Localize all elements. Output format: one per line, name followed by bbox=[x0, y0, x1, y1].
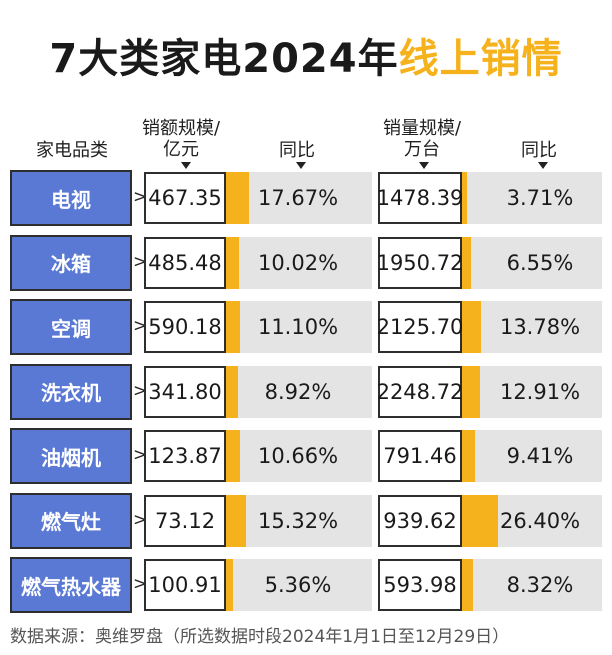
header-sales-amount: 销额规模/ 亿元 bbox=[135, 118, 227, 160]
volume-yoy-value: 13.78% bbox=[499, 315, 581, 339]
chevron-right-icon: > bbox=[133, 445, 148, 465]
sales-amount-cell: 341.80 bbox=[144, 365, 226, 418]
header-arrow-icon bbox=[296, 162, 306, 169]
amount-yoy-bar bbox=[226, 301, 240, 353]
volume-yoy-bar bbox=[462, 430, 475, 482]
amount-yoy-value: 15.32% bbox=[257, 508, 339, 533]
sales-amount-cell: 73.12 bbox=[144, 494, 226, 547]
sales-volume-cell: 939.62 bbox=[378, 494, 462, 547]
volume-yoy-value: 8.32% bbox=[506, 573, 574, 597]
amount-yoy-value: 8.92% bbox=[264, 379, 332, 404]
header-sales-volume-label: 销量规模/ bbox=[382, 118, 462, 139]
header-sales-volume-unit: 万台 bbox=[404, 139, 440, 160]
volume-yoy-bar bbox=[462, 559, 473, 611]
volume-yoy-value: 9.41% bbox=[506, 444, 574, 468]
table-row: 燃气热水器 > 100.91 5.36% 593.98 8.32% bbox=[0, 557, 612, 613]
header-sales-amount-label: 销额规模/ bbox=[141, 118, 221, 139]
amount-yoy-value: 10.02% bbox=[257, 250, 339, 275]
volume-yoy-bar bbox=[462, 236, 471, 289]
volume-yoy-value: 12.91% bbox=[499, 379, 581, 404]
table-row: 电视 > 467.35 17.67% 1478.39 3.71% bbox=[0, 170, 612, 226]
amount-yoy-track bbox=[226, 365, 372, 418]
amount-yoy-track bbox=[226, 301, 372, 353]
chevron-right-icon: > bbox=[133, 574, 148, 594]
category-label: 电视 bbox=[10, 170, 132, 226]
volume-yoy-track bbox=[462, 172, 602, 224]
source-note: 数据来源：奥维罗盘（所选数据时段2024年1月1日至12月29日） bbox=[10, 627, 510, 647]
volume-yoy-track bbox=[462, 430, 602, 482]
sales-amount-cell: 467.35 bbox=[144, 172, 226, 224]
chevron-right-icon: > bbox=[133, 509, 148, 530]
table-row: 油烟机 > 123.87 10.66% 791.46 9.41% bbox=[0, 428, 612, 484]
chart-title: 7大类家电2024年线上销情 bbox=[0, 26, 612, 84]
amount-yoy-value: 10.66% bbox=[257, 444, 339, 468]
category-label: 空调 bbox=[10, 299, 132, 355]
amount-yoy-bar bbox=[226, 559, 233, 611]
sales-volume-cell: 2125.70 bbox=[377, 301, 463, 353]
amount-yoy-track bbox=[226, 236, 372, 289]
category-label: 燃气灶 bbox=[10, 492, 132, 549]
amount-yoy-value: 5.36% bbox=[264, 573, 332, 597]
volume-yoy-track bbox=[462, 301, 602, 353]
sales-volume-cell: 593.98 bbox=[378, 559, 462, 611]
sales-amount-cell: 100.91 bbox=[144, 559, 226, 611]
volume-yoy-value: 3.71% bbox=[506, 186, 574, 210]
header-arrow-icon bbox=[419, 162, 429, 169]
sales-volume-cell: 1478.39 bbox=[377, 172, 463, 224]
volume-yoy-bar bbox=[462, 172, 467, 224]
volume-yoy-track bbox=[462, 559, 602, 611]
sales-amount-cell: 590.18 bbox=[144, 301, 226, 353]
volume-yoy-bar bbox=[462, 494, 498, 547]
sales-volume-cell: 1950.72 bbox=[377, 236, 463, 289]
header-category: 家电品类 bbox=[36, 140, 108, 161]
volume-yoy-value: 6.55% bbox=[506, 250, 574, 275]
title-main: 7大类家电2024年 bbox=[49, 36, 399, 82]
amount-yoy-track bbox=[226, 559, 372, 611]
volume-yoy-bar bbox=[462, 365, 480, 418]
amount-yoy-bar bbox=[226, 494, 246, 547]
amount-yoy-track bbox=[226, 430, 372, 482]
amount-yoy-bar bbox=[226, 365, 238, 418]
sales-amount-cell: 123.87 bbox=[144, 430, 226, 482]
chevron-right-icon: > bbox=[133, 251, 148, 272]
sales-volume-cell: 791.46 bbox=[378, 430, 462, 482]
header-sales-volume: 销量规模/ 万台 bbox=[376, 118, 468, 160]
header-sales-amount-unit: 亿元 bbox=[163, 139, 199, 160]
amount-yoy-track bbox=[226, 172, 372, 224]
volume-yoy-track bbox=[462, 365, 602, 418]
header-amount-yoy: 同比 bbox=[279, 140, 315, 161]
volume-yoy-track bbox=[462, 236, 602, 289]
category-label: 燃气热水器 bbox=[10, 557, 132, 613]
title-accent: 线上销情 bbox=[398, 36, 563, 82]
volume-yoy-value: 26.40% bbox=[499, 508, 581, 533]
chevron-right-icon: > bbox=[133, 316, 148, 336]
category-label: 冰箱 bbox=[10, 234, 132, 291]
sales-volume-cell: 2248.72 bbox=[377, 365, 463, 418]
chevron-right-icon: > bbox=[133, 187, 148, 207]
sales-amount-cell: 485.48 bbox=[144, 236, 226, 289]
amount-yoy-track bbox=[226, 494, 372, 547]
amount-yoy-value: 11.10% bbox=[257, 315, 339, 339]
amount-yoy-bar bbox=[226, 430, 240, 482]
header-arrow-icon bbox=[181, 162, 191, 169]
amount-yoy-bar bbox=[226, 172, 249, 224]
category-label: 洗衣机 bbox=[10, 363, 132, 420]
chevron-right-icon: > bbox=[133, 380, 148, 401]
amount-yoy-value: 17.67% bbox=[257, 186, 339, 210]
table-row: 燃气灶 > 73.12 15.32% 939.62 26.40% bbox=[0, 492, 612, 549]
table-row: 冰箱 > 485.48 10.02% 1950.72 6.55% bbox=[0, 234, 612, 291]
header-arrow-icon bbox=[538, 162, 548, 169]
amount-yoy-bar bbox=[226, 236, 239, 289]
table-row: 洗衣机 > 341.80 8.92% 2248.72 12.91% bbox=[0, 363, 612, 420]
volume-yoy-bar bbox=[462, 301, 481, 353]
table-row: 空调 > 590.18 11.10% 2125.70 13.78% bbox=[0, 299, 612, 355]
header-volume-yoy: 同比 bbox=[521, 140, 557, 161]
category-label: 油烟机 bbox=[10, 428, 132, 484]
